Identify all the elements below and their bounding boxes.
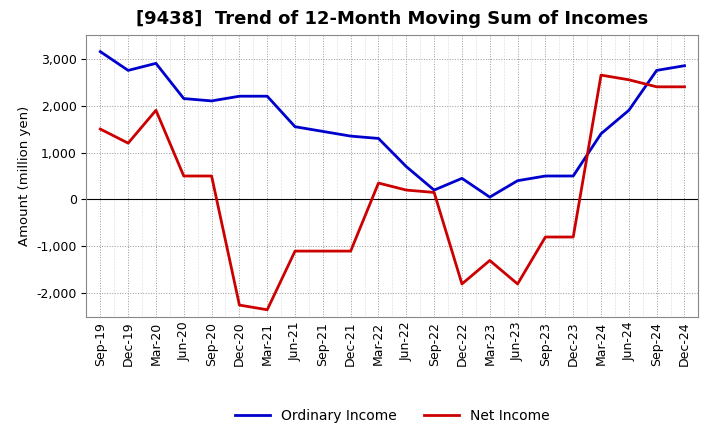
Ordinary Income	[263, 94, 271, 99]
Line: Ordinary Income: Ordinary Income	[100, 51, 685, 197]
Ordinary Income	[124, 68, 132, 73]
Ordinary Income	[680, 63, 689, 68]
Net Income	[124, 140, 132, 146]
Ordinary Income	[652, 68, 661, 73]
Net Income	[624, 77, 633, 82]
Ordinary Income	[402, 164, 410, 169]
Ordinary Income	[318, 129, 327, 134]
Ordinary Income	[179, 96, 188, 101]
Net Income	[430, 190, 438, 195]
Net Income	[291, 249, 300, 254]
Ordinary Income	[624, 108, 633, 113]
Net Income	[179, 173, 188, 179]
Ordinary Income	[152, 61, 161, 66]
Net Income	[96, 126, 104, 132]
Net Income	[318, 249, 327, 254]
Net Income	[569, 235, 577, 240]
Net Income	[541, 235, 550, 240]
Y-axis label: Amount (million yen): Amount (million yen)	[18, 106, 31, 246]
Net Income	[597, 73, 606, 78]
Ordinary Income	[569, 173, 577, 179]
Ordinary Income	[430, 187, 438, 193]
Net Income	[374, 180, 383, 186]
Ordinary Income	[207, 98, 216, 103]
Net Income	[458, 281, 467, 286]
Net Income	[485, 258, 494, 263]
Ordinary Income	[346, 133, 355, 139]
Net Income	[263, 307, 271, 312]
Title: [9438]  Trend of 12-Month Moving Sum of Incomes: [9438] Trend of 12-Month Moving Sum of I…	[136, 10, 649, 28]
Net Income	[680, 84, 689, 89]
Ordinary Income	[513, 178, 522, 183]
Net Income	[207, 173, 216, 179]
Ordinary Income	[291, 124, 300, 129]
Net Income	[402, 187, 410, 193]
Net Income	[652, 84, 661, 89]
Ordinary Income	[541, 173, 550, 179]
Legend: Ordinary Income, Net Income: Ordinary Income, Net Income	[230, 403, 555, 428]
Ordinary Income	[597, 131, 606, 136]
Net Income	[513, 281, 522, 286]
Ordinary Income	[485, 194, 494, 200]
Net Income	[152, 108, 161, 113]
Ordinary Income	[235, 94, 243, 99]
Net Income	[235, 302, 243, 308]
Line: Net Income: Net Income	[100, 75, 685, 310]
Ordinary Income	[458, 176, 467, 181]
Ordinary Income	[96, 49, 104, 54]
Ordinary Income	[374, 136, 383, 141]
Net Income	[346, 249, 355, 254]
